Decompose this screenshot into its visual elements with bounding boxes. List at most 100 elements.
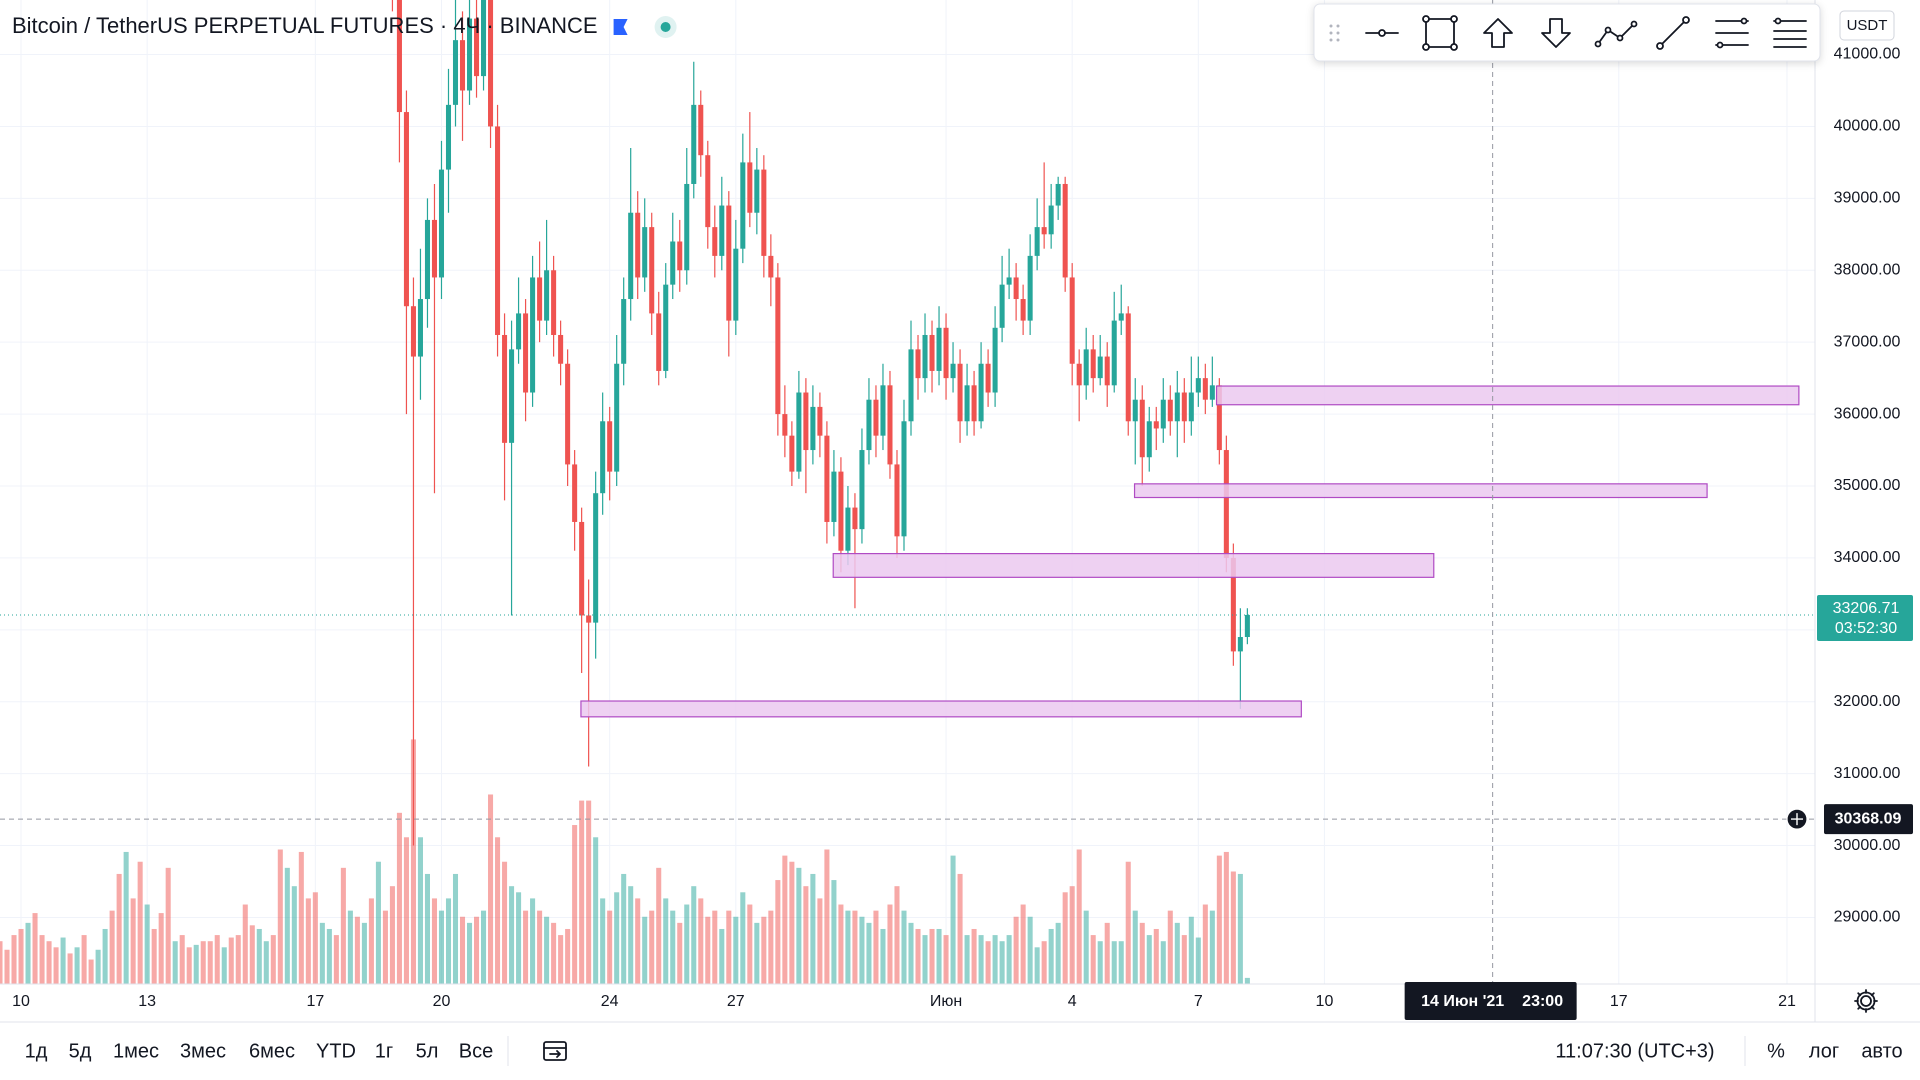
volume-bar (53, 947, 59, 984)
candle-body (649, 227, 655, 314)
drawing-toolbar (1313, 3, 1821, 62)
volume-bar (270, 935, 276, 984)
y-tick-label: 32000.00 (1834, 693, 1901, 710)
clock[interactable]: 11:07:30 (UTC+3) (1555, 1040, 1714, 1062)
zone-rectangle[interactable] (832, 552, 1435, 578)
zone-rectangle[interactable] (1215, 385, 1800, 406)
volume-bar (1202, 904, 1208, 984)
candle-body (684, 183, 690, 271)
volume-bar (649, 910, 655, 984)
volume-bar (635, 898, 641, 984)
volume-bar (782, 855, 788, 984)
date-range-icon[interactable] (543, 1041, 567, 1061)
volume-bar (579, 800, 585, 984)
interval-button[interactable]: 1мес (113, 1040, 159, 1062)
volume-bar (586, 800, 592, 984)
candle-body (1139, 399, 1145, 458)
y-tick-label: 40000.00 (1834, 118, 1901, 135)
volume-bar (109, 910, 115, 984)
interval-button[interactable]: 3мес (180, 1040, 226, 1062)
x-tick-label: 7 (1194, 993, 1203, 1010)
candle-body (1097, 356, 1103, 379)
volume-bar (1034, 947, 1040, 984)
volume-bar (1188, 916, 1194, 984)
interval-button[interactable]: 5д (69, 1040, 92, 1062)
candle-body (1237, 637, 1243, 652)
volume-bar (1020, 904, 1026, 984)
volume-bar (691, 886, 697, 984)
volume-bar (747, 904, 753, 984)
scale-button[interactable]: лог (1809, 1040, 1839, 1062)
volume-bar (95, 949, 101, 984)
volume-bar (1160, 941, 1166, 984)
volume-bar (459, 916, 466, 984)
candle-body (459, 40, 466, 91)
interval-button[interactable]: 5л (416, 1040, 439, 1062)
zone-rectangle[interactable] (1133, 483, 1708, 499)
candle-body (733, 248, 739, 321)
volume-bar (936, 928, 942, 984)
candle-body (417, 299, 423, 357)
status-dot[interactable] (660, 22, 671, 32)
interval-button[interactable]: 1г (375, 1040, 393, 1062)
volume-bar (908, 922, 914, 984)
volume-bar (368, 898, 374, 984)
drag-handle[interactable] (1329, 24, 1340, 42)
fib-tool[interactable] (1715, 17, 1749, 49)
volume-bar (102, 928, 108, 984)
volume-bar (740, 892, 746, 984)
volume-bar (1055, 922, 1061, 984)
trend-line-tool[interactable] (1656, 16, 1690, 50)
volume-bar (1006, 935, 1012, 984)
candle-body (677, 241, 683, 271)
volume-bar (985, 941, 991, 984)
volume-bar (628, 886, 634, 984)
volume-bar (333, 935, 339, 984)
flag-icon[interactable] (613, 19, 628, 35)
volume-bar (452, 873, 459, 984)
title-icons (613, 16, 677, 38)
rectangle-tool[interactable] (1422, 15, 1458, 51)
currency-label[interactable]: USDT (1847, 17, 1888, 34)
candle-body (1111, 320, 1117, 386)
short-arrow-tool[interactable] (1541, 18, 1571, 48)
candle-body (488, 0, 494, 127)
candle-body (775, 277, 781, 415)
candle-body (558, 334, 564, 364)
candle-body (1055, 183, 1061, 206)
path-tool[interactable] (1594, 20, 1638, 48)
candle-body (1125, 313, 1131, 422)
zone-rectangle[interactable] (580, 700, 1302, 718)
candle-body (544, 270, 550, 321)
currency-box[interactable] (1839, 10, 1895, 41)
candle-body (1181, 392, 1187, 422)
y-tick-label: 38000.00 (1834, 261, 1901, 278)
interval-button[interactable]: Все (459, 1040, 493, 1062)
horizontal-ray-tool[interactable] (1365, 29, 1399, 37)
volume-bar (326, 928, 332, 984)
volume-bar (621, 873, 627, 984)
volume-bar (943, 935, 949, 984)
interval-button[interactable]: 1д (25, 1040, 48, 1062)
interval-button[interactable]: 6мес (249, 1040, 295, 1062)
volume-bar (1118, 941, 1124, 984)
settings-gear[interactable] (1854, 989, 1878, 1013)
candle-body (1034, 227, 1040, 256)
volume-bar (445, 898, 452, 984)
volume-bar (488, 794, 494, 984)
interval-button[interactable]: YTD (316, 1040, 356, 1062)
candle-body (600, 421, 606, 494)
volume-bar (347, 910, 353, 984)
x-tick-label: 17 (1610, 993, 1628, 1010)
long-arrow-tool[interactable] (1483, 18, 1513, 48)
plot-area (0, 0, 1800, 984)
candle-body (663, 284, 669, 371)
candle-body (859, 450, 865, 530)
volume-bar (1216, 855, 1222, 984)
scale-button[interactable]: % (1767, 1040, 1785, 1062)
scale-button[interactable]: авто (1861, 1040, 1902, 1062)
y-tick-label: 31000.00 (1834, 765, 1901, 782)
candle-body (887, 385, 893, 465)
candle-body (656, 313, 662, 371)
pitchfan-tool[interactable] (1773, 17, 1807, 48)
